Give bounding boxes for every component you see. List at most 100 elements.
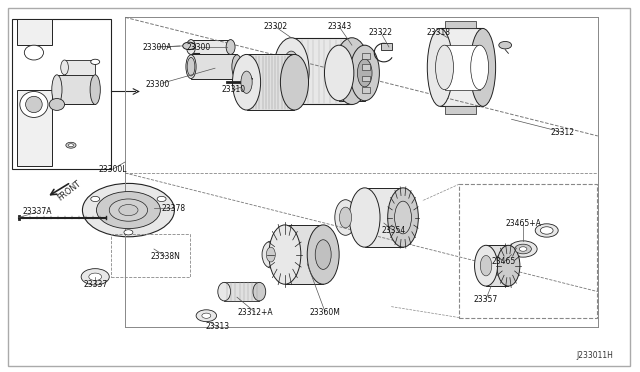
- Ellipse shape: [307, 225, 339, 284]
- Ellipse shape: [395, 201, 412, 234]
- Circle shape: [66, 142, 76, 148]
- Polygon shape: [445, 106, 476, 114]
- Text: 23343: 23343: [327, 22, 351, 31]
- Ellipse shape: [253, 282, 266, 301]
- Ellipse shape: [218, 282, 230, 301]
- Ellipse shape: [186, 55, 196, 78]
- Bar: [111, 234, 190, 277]
- Ellipse shape: [90, 75, 100, 105]
- Ellipse shape: [61, 60, 68, 75]
- Polygon shape: [285, 225, 323, 284]
- Text: 23300: 23300: [145, 80, 169, 89]
- Circle shape: [509, 241, 537, 257]
- Ellipse shape: [26, 96, 42, 113]
- Polygon shape: [191, 54, 237, 78]
- Bar: [362, 76, 371, 81]
- Circle shape: [124, 230, 133, 235]
- Polygon shape: [339, 45, 365, 101]
- Text: FRONT: FRONT: [56, 179, 83, 203]
- Ellipse shape: [470, 45, 488, 90]
- Circle shape: [535, 224, 558, 237]
- Text: 23312+A: 23312+A: [237, 308, 273, 317]
- Ellipse shape: [24, 45, 44, 60]
- Polygon shape: [365, 188, 403, 247]
- Text: 23354: 23354: [381, 226, 406, 235]
- Ellipse shape: [316, 240, 331, 269]
- Ellipse shape: [273, 38, 309, 105]
- Polygon shape: [246, 54, 294, 110]
- Polygon shape: [224, 282, 259, 301]
- Bar: [381, 43, 392, 49]
- Bar: [362, 64, 371, 70]
- Text: 23302: 23302: [263, 22, 287, 31]
- Ellipse shape: [49, 99, 65, 110]
- Ellipse shape: [349, 188, 380, 247]
- Ellipse shape: [52, 75, 62, 105]
- Text: J233011H: J233011H: [577, 351, 614, 360]
- Circle shape: [119, 205, 138, 216]
- Ellipse shape: [280, 54, 308, 110]
- Ellipse shape: [282, 51, 300, 91]
- Circle shape: [540, 227, 553, 234]
- Ellipse shape: [335, 200, 356, 235]
- Ellipse shape: [232, 54, 260, 110]
- Text: 23300L: 23300L: [98, 165, 127, 174]
- Text: 23337: 23337: [83, 280, 108, 289]
- Ellipse shape: [388, 188, 419, 247]
- Ellipse shape: [428, 29, 453, 106]
- Polygon shape: [17, 19, 52, 45]
- Polygon shape: [445, 21, 476, 29]
- Circle shape: [89, 273, 102, 280]
- Text: 23357: 23357: [474, 295, 498, 304]
- Polygon shape: [57, 75, 95, 105]
- Ellipse shape: [187, 57, 195, 76]
- Text: 23300: 23300: [186, 42, 211, 51]
- Circle shape: [519, 247, 527, 251]
- Ellipse shape: [497, 245, 520, 286]
- Polygon shape: [291, 38, 352, 105]
- Polygon shape: [486, 245, 508, 286]
- Circle shape: [202, 313, 211, 318]
- Text: 23338N: 23338N: [150, 252, 180, 261]
- Circle shape: [109, 199, 148, 221]
- Circle shape: [68, 144, 74, 147]
- Polygon shape: [445, 45, 479, 90]
- Bar: [460, 184, 596, 318]
- Polygon shape: [191, 39, 230, 54]
- Ellipse shape: [470, 29, 495, 106]
- Circle shape: [91, 196, 100, 202]
- Ellipse shape: [262, 241, 280, 268]
- Text: 23465: 23465: [492, 257, 516, 266]
- Circle shape: [515, 244, 531, 254]
- Text: 23337A: 23337A: [23, 208, 52, 217]
- Text: 23300A: 23300A: [143, 42, 172, 51]
- Circle shape: [81, 269, 109, 285]
- Text: 23318: 23318: [426, 28, 450, 37]
- Ellipse shape: [324, 45, 354, 101]
- Ellipse shape: [269, 225, 301, 284]
- Ellipse shape: [334, 38, 370, 105]
- Text: 23465+A: 23465+A: [505, 219, 541, 228]
- Ellipse shape: [339, 207, 351, 228]
- Circle shape: [157, 196, 166, 202]
- Text: 23378: 23378: [161, 204, 185, 213]
- Polygon shape: [440, 29, 483, 106]
- Text: 23322: 23322: [369, 28, 393, 37]
- Circle shape: [91, 59, 100, 64]
- Ellipse shape: [266, 247, 275, 262]
- Bar: [362, 53, 371, 59]
- Text: 23313: 23313: [205, 322, 230, 331]
- Ellipse shape: [357, 59, 372, 87]
- Ellipse shape: [186, 39, 195, 54]
- Text: 23310: 23310: [221, 85, 246, 94]
- Ellipse shape: [20, 92, 48, 118]
- Ellipse shape: [350, 45, 380, 101]
- Bar: [362, 87, 371, 93]
- Circle shape: [182, 42, 195, 49]
- Text: 23360M: 23360M: [310, 308, 340, 317]
- Circle shape: [499, 41, 511, 49]
- Polygon shape: [65, 60, 95, 75]
- Text: 23312: 23312: [550, 128, 575, 137]
- Ellipse shape: [226, 39, 235, 54]
- Ellipse shape: [474, 245, 497, 286]
